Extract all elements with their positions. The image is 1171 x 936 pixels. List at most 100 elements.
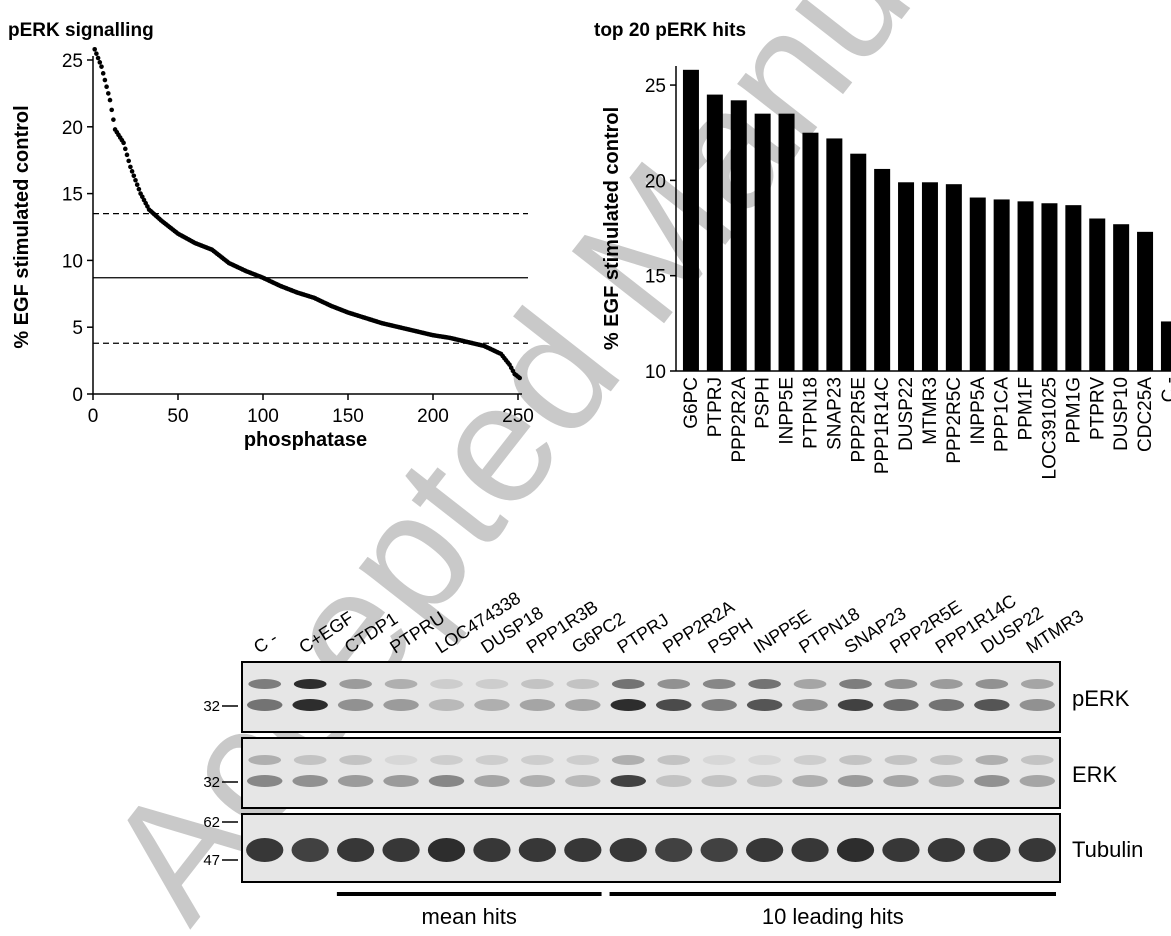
bar	[969, 197, 986, 371]
y-tick-label: 10	[62, 251, 83, 272]
data-point	[134, 182, 140, 187]
x-tick-label: 200	[417, 406, 449, 427]
blot-panel-label: Tubulin	[1072, 837, 1143, 862]
y-tick-label: 15	[62, 185, 83, 206]
blot-band	[521, 679, 554, 689]
bar	[706, 94, 723, 371]
x-tick-label: G6PC	[681, 377, 702, 429]
x-tick-label: PPP2R2A	[729, 377, 750, 463]
blot-band	[930, 679, 963, 689]
blot-band	[745, 838, 784, 862]
blot-band	[702, 755, 736, 765]
x-tick-label: PPP1R14C	[872, 377, 893, 474]
bar	[1160, 321, 1171, 371]
blot-band	[973, 838, 1011, 862]
y-axis-label: % EGF stimulated control	[601, 107, 623, 350]
data-point	[109, 107, 114, 113]
x-tick-label: INPP5E	[777, 377, 798, 445]
y-axis-label: % EGF stimulated control	[11, 105, 33, 348]
blot-band	[746, 699, 783, 711]
blot-band	[882, 838, 920, 862]
data-point	[111, 117, 116, 122]
blot-band	[836, 838, 875, 862]
data-point	[131, 173, 137, 179]
blot-band	[246, 775, 283, 787]
blot-band	[884, 755, 918, 765]
blot-band	[383, 699, 419, 711]
data-point	[126, 158, 131, 164]
x-tick-label: PTPRJ	[705, 377, 726, 437]
blot-band	[657, 755, 691, 765]
x-tick-label: 50	[167, 406, 188, 427]
data-point	[92, 47, 97, 52]
blot-band	[791, 838, 829, 862]
blot-band	[1020, 755, 1054, 765]
blot-band	[246, 838, 284, 862]
x-tick-label: PPP2R5E	[848, 377, 869, 463]
x-tick-label: SNAP23	[824, 377, 845, 450]
x-tick-label: PPM1F	[1016, 377, 1037, 440]
blot-band	[610, 699, 647, 711]
data-point	[100, 71, 106, 76]
bar	[826, 138, 843, 371]
blot-band	[837, 699, 874, 711]
blot-band	[519, 775, 556, 787]
blot-band	[519, 699, 556, 711]
group-label: mean hits	[422, 904, 517, 929]
x-tick-label: PTPRV	[1087, 377, 1108, 440]
bar	[754, 113, 771, 371]
y-tick-label: 0	[72, 385, 83, 406]
blot-panel-frame	[241, 813, 1061, 883]
x-tick-label: DUSP10	[1111, 377, 1132, 451]
blot-band	[248, 679, 282, 689]
data-point	[133, 177, 138, 183]
blot-band	[430, 679, 463, 689]
blot-band	[475, 755, 509, 765]
x-tick-label: PPP2R5C	[944, 377, 965, 464]
x-tick-label: 150	[332, 406, 364, 427]
blot-band	[883, 699, 919, 711]
blot-band	[655, 838, 693, 862]
blot-band	[1018, 838, 1056, 862]
y-tick-label: 10	[645, 362, 666, 383]
blot-band	[474, 775, 510, 787]
blot-band	[292, 775, 328, 787]
blot-band	[974, 775, 1010, 787]
blot-band	[839, 679, 872, 689]
blot-band	[1019, 699, 1056, 711]
data-point	[95, 55, 101, 61]
blot-band	[291, 838, 329, 862]
x-tick-label: 0	[88, 406, 99, 427]
blot-band	[792, 699, 828, 711]
blot-panel-frame	[241, 737, 1061, 809]
blot-band	[883, 775, 919, 787]
blot-band	[928, 775, 965, 787]
data-point	[106, 91, 111, 96]
blot-band	[336, 838, 375, 862]
blot-band	[793, 755, 827, 765]
blot-band	[975, 679, 1009, 689]
scatter-panel-title: pERK signalling	[8, 20, 154, 41]
blot-band	[337, 775, 374, 787]
data-point	[104, 84, 109, 90]
blot-band	[927, 838, 966, 862]
group-label: 10 leading hits	[762, 904, 904, 929]
data-point	[107, 97, 113, 103]
blot-band	[974, 699, 1010, 711]
x-tick-label: PPM1G	[1063, 377, 1084, 444]
data-point	[129, 169, 135, 174]
bar	[1113, 224, 1130, 371]
blot-band	[382, 838, 420, 862]
blot-band	[430, 755, 463, 765]
blot-band	[427, 838, 466, 862]
blot-band	[1019, 775, 1056, 787]
blot-band	[384, 755, 418, 765]
bar	[1065, 205, 1082, 371]
blot-band	[746, 775, 783, 787]
blot-band	[566, 755, 600, 765]
y-tick-label: 25	[645, 76, 666, 97]
blot-band	[292, 699, 328, 711]
y-tick-label: 5	[72, 318, 83, 339]
blot-band	[702, 679, 736, 689]
blot-band	[564, 838, 602, 862]
